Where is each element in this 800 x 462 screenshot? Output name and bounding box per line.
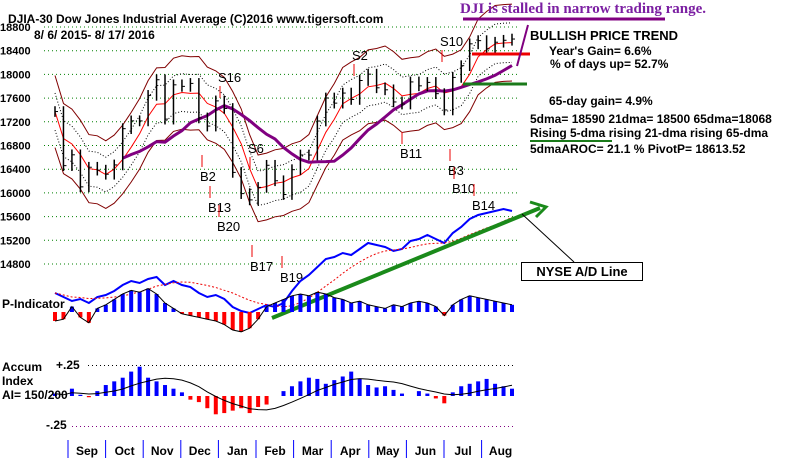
month-label-aug: Aug [489, 444, 512, 458]
trend-label: BULLISH PRICE TREND [530, 28, 679, 43]
y-tick-label: 18400 [0, 46, 31, 58]
month-label-jun: Jun [415, 444, 436, 458]
ma-65-line [122, 64, 513, 164]
signal-label-b3: B3 [448, 163, 464, 178]
month-label-jan: Jan [227, 444, 248, 458]
month-label-apr: Apr [340, 444, 361, 458]
signal-label-s6: S6 [248, 141, 264, 156]
y-tick-label: 17600 [0, 93, 31, 105]
month-label-dec: Dec [189, 444, 211, 458]
rising-others: rising 21-dma rising 65-dma [605, 126, 769, 140]
accum-plus-label: +.25 [56, 358, 80, 372]
signal-label-s2: S2 [352, 48, 368, 63]
y-tick-label: 14800 [0, 259, 31, 271]
ad-line-label: NYSE A/D Line [521, 262, 643, 281]
dma-values: 5dma= 18590 21dma= 18500 65dma=18068 [530, 112, 772, 126]
y-tick-label: 16800 [0, 141, 31, 153]
y-tick-label: 16000 [0, 188, 31, 200]
signal-label-b2: B2 [200, 169, 216, 184]
lower-band [54, 80, 513, 223]
month-label-oct: Oct [115, 444, 135, 458]
ad-trend-arrowhead-icon [529, 200, 549, 219]
signal-label-s10: S10 [440, 34, 463, 49]
lower-inner-band [54, 61, 513, 207]
p-indicator-line [54, 288, 513, 333]
y-tick-label: 15200 [0, 235, 31, 247]
y-tick-label: 18800 [0, 22, 31, 34]
headline-arrow [516, 24, 529, 67]
y-tick-label: 16400 [0, 164, 31, 176]
signal-label-b10: B10 [452, 181, 475, 196]
index-label: Index [2, 374, 34, 388]
signal-label-s16: S16 [218, 70, 241, 85]
signal-label-b13: B13 [208, 200, 231, 215]
gain-65: 65-day gain= 4.9% [549, 94, 653, 108]
month-label-mar: Mar [302, 444, 324, 458]
year-gain: Year's Gain= 6.6% [549, 44, 652, 58]
signal-label-b17: B17 [250, 259, 273, 274]
signal-label-b20: B20 [217, 219, 240, 234]
accum-minus-label: -.25 [46, 418, 67, 432]
y-tick-label: 18000 [0, 69, 31, 81]
date-range: 8/ 6/ 2015- 8/ 17/ 2016 [34, 28, 155, 42]
rising-status: Rising 5-dma rising 21-dma rising 65-dma [530, 127, 768, 140]
month-label-feb: Feb [264, 444, 285, 458]
rising-5dma: Rising 5-dma [530, 126, 606, 140]
ai-label: AI= 150/200 [2, 388, 68, 402]
ma-21-line [54, 42, 513, 189]
ad-trend-arrow [271, 206, 541, 320]
y-tick-label: 15600 [0, 212, 31, 224]
month-label-nov: Nov [151, 444, 174, 458]
accum-ma-line [54, 377, 513, 411]
month-label-jul: Jul [454, 444, 471, 458]
aroc-pivot: 5dmaAROC= 21.1 % PivotP= 18613.52 [530, 142, 746, 156]
month-label-may: May [376, 444, 400, 458]
p-indicator-label: P-Indicator [2, 297, 65, 311]
chart-title: DJIA-30 Dow Jones Industrial Average (C)… [8, 12, 384, 26]
month-label-sep: Sep [76, 444, 98, 458]
accum-label: Accum [2, 360, 43, 374]
upper-inner-band [54, 22, 513, 172]
headline-annotation: DJI is stalled in narrow trading range. [460, 1, 706, 17]
days-up: % of days up= 52.7% [550, 57, 669, 71]
signal-label-b19: B19 [280, 270, 303, 285]
ad-label-pointer [521, 213, 575, 263]
signal-label-b11: B11 [400, 146, 422, 161]
upper-band [54, 3, 513, 156]
y-tick-label: 17200 [0, 117, 31, 129]
signal-label-b14: B14 [472, 198, 495, 213]
